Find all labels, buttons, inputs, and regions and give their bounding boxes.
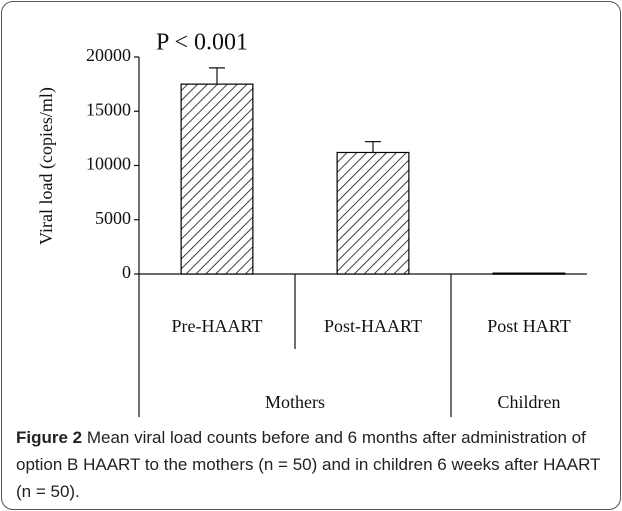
bar xyxy=(336,151,410,275)
y-tick-label: 5000 xyxy=(95,208,131,228)
group-label: Children xyxy=(498,392,561,412)
y-axis-label: Viral load (copies/ml) xyxy=(36,87,57,245)
caption-text: Mean viral load counts before and 6 mont… xyxy=(16,428,601,501)
y-tick-label: 20000 xyxy=(86,45,131,65)
caption: Figure 2 Mean viral load counts before a… xyxy=(16,424,612,505)
x-tick-label: Post HART xyxy=(487,316,570,336)
y-tick-label: 0 xyxy=(122,262,131,282)
caption-label: Figure 2 xyxy=(16,428,83,447)
y-tick-label: 10000 xyxy=(86,154,131,174)
y-tick-label: 15000 xyxy=(86,99,131,119)
x-tick-label: Post-HAART xyxy=(324,316,422,336)
x-tick-label: Pre-HAART xyxy=(172,316,263,336)
bar xyxy=(492,272,566,275)
annotation: P < 0.001 xyxy=(156,30,248,56)
chart: P < 0.001 Viral load (copies/ml) 0 5000 10… xyxy=(36,30,587,417)
bar xyxy=(180,83,254,275)
group-label: Mothers xyxy=(265,392,325,412)
